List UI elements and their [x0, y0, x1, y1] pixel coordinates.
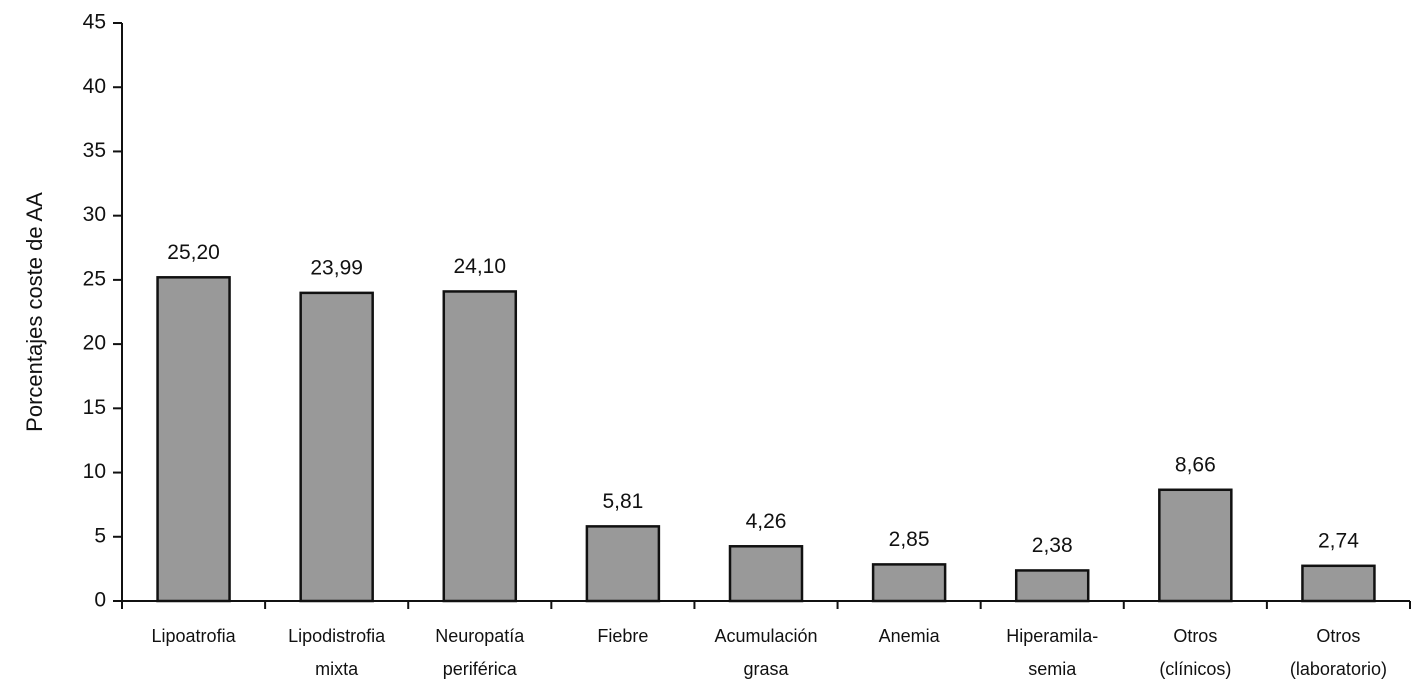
- y-tick-label: 45: [83, 11, 106, 34]
- y-tick-label: 5: [94, 524, 106, 547]
- x-tick-label: Lipoatrofia: [152, 626, 237, 646]
- x-tick-label: (clínicos): [1159, 659, 1231, 679]
- x-tick-label: Lipodistrofia: [288, 626, 386, 646]
- y-tick-label: 30: [83, 203, 106, 226]
- x-tick-label: Fiebre: [597, 626, 648, 646]
- x-tick-label: semia: [1028, 659, 1077, 679]
- x-tick-label: Anemia: [879, 626, 941, 646]
- bar: [156, 276, 231, 603]
- x-tick-label: (laboratorio): [1290, 659, 1387, 679]
- x-tick-label: Neuropatía: [435, 626, 525, 646]
- x-tick-label: Hiperamila-: [1006, 626, 1098, 646]
- x-tick-label: Acumulación: [714, 626, 817, 646]
- value-label: 24,10: [453, 255, 506, 278]
- y-tick-label: 40: [83, 75, 106, 98]
- bar: [728, 545, 804, 603]
- value-label: 2,38: [1032, 534, 1073, 557]
- y-tick-label: 35: [83, 139, 106, 162]
- x-tick-label: Otros: [1173, 626, 1217, 646]
- value-label: 8,66: [1175, 453, 1216, 476]
- y-tick-label: 0: [94, 589, 106, 612]
- value-label: 2,85: [889, 528, 930, 551]
- value-label: 23,99: [310, 256, 363, 279]
- value-label: 4,26: [746, 510, 787, 533]
- y-tick-label: 10: [83, 460, 106, 483]
- bar: [1301, 564, 1376, 603]
- bar: [299, 291, 374, 603]
- value-label: 2,74: [1318, 529, 1359, 552]
- x-tick-label: periférica: [443, 659, 518, 679]
- x-tick-label: Otros: [1316, 626, 1360, 646]
- bar: [442, 290, 518, 603]
- y-axis-label: Porcentajes coste de AA: [22, 192, 47, 432]
- y-tick-label: 25: [83, 267, 106, 290]
- x-tick-label: grasa: [743, 659, 789, 679]
- y-tick-label: 15: [83, 396, 106, 419]
- x-tick-label: mixta: [315, 659, 359, 679]
- value-label: 25,20: [167, 241, 220, 264]
- bar: [871, 563, 947, 603]
- y-tick-label: 20: [83, 332, 106, 355]
- bar: [1158, 488, 1233, 603]
- value-label: 5,81: [602, 490, 643, 513]
- bar: [585, 525, 661, 603]
- bar: [1014, 569, 1090, 603]
